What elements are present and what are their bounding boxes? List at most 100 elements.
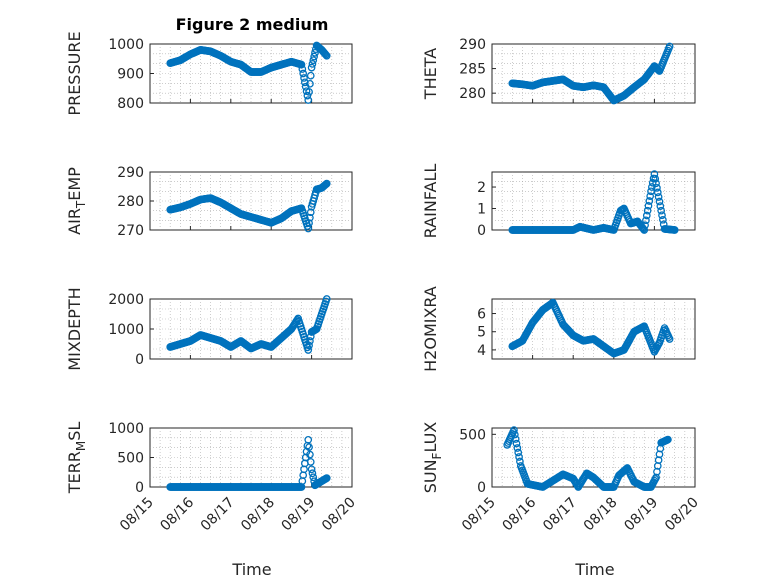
y-tick-label: 0 [477, 223, 486, 239]
y-tick-label: 290 [117, 165, 144, 181]
x-tick-label: 08/16 [157, 494, 197, 534]
data-point [304, 435, 313, 444]
y-tick-label: 6 [477, 307, 486, 323]
y-tick-label: 2 [477, 180, 486, 196]
series-pressure [166, 41, 331, 104]
subplot-h2omixra: 4 5 6 H2OMIXRA [421, 286, 696, 372]
y-tick-label: 1000 [108, 37, 144, 53]
subplot-pressure: 800 900 1000 PRESSURE [65, 31, 353, 116]
y-tick-label: 4 [477, 343, 486, 359]
data-point [305, 341, 313, 350]
data-point [656, 202, 665, 210]
data-point [653, 188, 662, 197]
data-point [510, 430, 519, 439]
y-tick-label: 900 [117, 67, 144, 83]
data-point [303, 91, 312, 100]
y-axis-label: H2OMIXRA [421, 286, 440, 372]
data-point [305, 443, 313, 452]
y-axis-label: TERRMSL [65, 422, 88, 495]
data-point [655, 197, 664, 206]
y-tick-label: 280 [117, 194, 144, 210]
x-axis-label-left: Time [231, 560, 271, 579]
y-tick-label: 0 [135, 480, 144, 496]
data-point [307, 465, 316, 474]
y-axis-label: PRESSURE [65, 31, 84, 115]
series-sun_flux [503, 426, 672, 491]
data-point [657, 206, 666, 215]
data-point [322, 179, 331, 188]
y-tick-label: 1 [477, 202, 486, 218]
data-point [650, 170, 659, 178]
data-point [309, 473, 318, 482]
data-point [311, 48, 319, 57]
y-tick-label: 285 [459, 62, 486, 78]
data-point [322, 51, 331, 60]
x-tick-label: 08/19 [621, 495, 661, 535]
data-point [658, 211, 666, 220]
data-point [664, 435, 672, 444]
y-tick-label: 800 [117, 96, 144, 112]
data-point [644, 201, 653, 210]
y-axis-label: SUNFLUX [421, 422, 444, 494]
data-point [512, 439, 521, 448]
data-point [301, 78, 309, 87]
y-tick-label: 5 [477, 325, 486, 341]
data-point [322, 474, 331, 482]
figure-title: Figure 2 medium [176, 15, 329, 34]
data-point [300, 74, 308, 82]
series-rainfall [508, 170, 679, 234]
y-tick-label: 290 [459, 37, 486, 53]
data-point [643, 206, 652, 215]
data-point [670, 226, 679, 234]
y-tick-label: 0 [135, 352, 144, 368]
data-point [322, 295, 331, 303]
y-axis-label: MIXDEPTH [65, 287, 84, 370]
data-point [659, 215, 667, 224]
data-point [645, 197, 654, 205]
data-point [640, 226, 649, 234]
data-point [513, 444, 522, 452]
data-point [309, 56, 318, 65]
data-point [322, 50, 330, 59]
data-point [305, 88, 313, 96]
data-point [307, 63, 316, 72]
data-point [654, 193, 663, 201]
data-point [299, 69, 308, 78]
data-point [652, 179, 660, 188]
data-point [642, 211, 651, 220]
subplot-mixdepth: 0 1000 2000 MIXDEPTH [65, 287, 353, 371]
data-point [665, 42, 674, 51]
data-point [306, 458, 315, 466]
data-point [665, 335, 674, 343]
x-tick-label: 08/16 [500, 494, 540, 534]
x-tick-label: 08/17 [540, 495, 580, 535]
data-point [639, 225, 648, 233]
y-tick-label: 0 [477, 480, 486, 496]
subplot-terr_msl: 0 500 1000 08/15 08/16 08/17 08/18 08/19 08/20 TE… [65, 421, 359, 534]
subplot-air_temp: 270 280 290 AIRTEMP [65, 165, 353, 239]
data-point [308, 60, 317, 68]
x-tick-label: 08/20 [662, 495, 702, 535]
data-point [304, 96, 313, 104]
data-point [308, 469, 317, 478]
subplot-sun_flux: 0 500 08/15 08/16 08/17 08/18 08/19 08/20 SUNFLU… [421, 422, 702, 535]
y-tick-label: 270 [117, 223, 144, 239]
data-point [646, 192, 655, 201]
series-theta [508, 42, 674, 105]
y-tick-label: 1000 [108, 322, 144, 338]
data-point [310, 52, 318, 61]
data-point [298, 65, 307, 73]
data-point [514, 448, 523, 457]
data-point [648, 183, 656, 191]
y-tick-label: 500 [459, 427, 486, 443]
y-axis-label: RAINFALL [421, 164, 440, 239]
x-tick-label: 08/18 [238, 495, 278, 535]
x-tick-label: 08/15 [459, 495, 499, 535]
x-axis-label-right: Time [574, 560, 614, 579]
x-tick-label: 08/19 [279, 495, 319, 535]
x-tick-label: 08/18 [581, 495, 621, 535]
data-point [304, 346, 313, 354]
subplot-theta: 280 285 290 THETA [421, 37, 696, 105]
data-point [306, 337, 314, 345]
